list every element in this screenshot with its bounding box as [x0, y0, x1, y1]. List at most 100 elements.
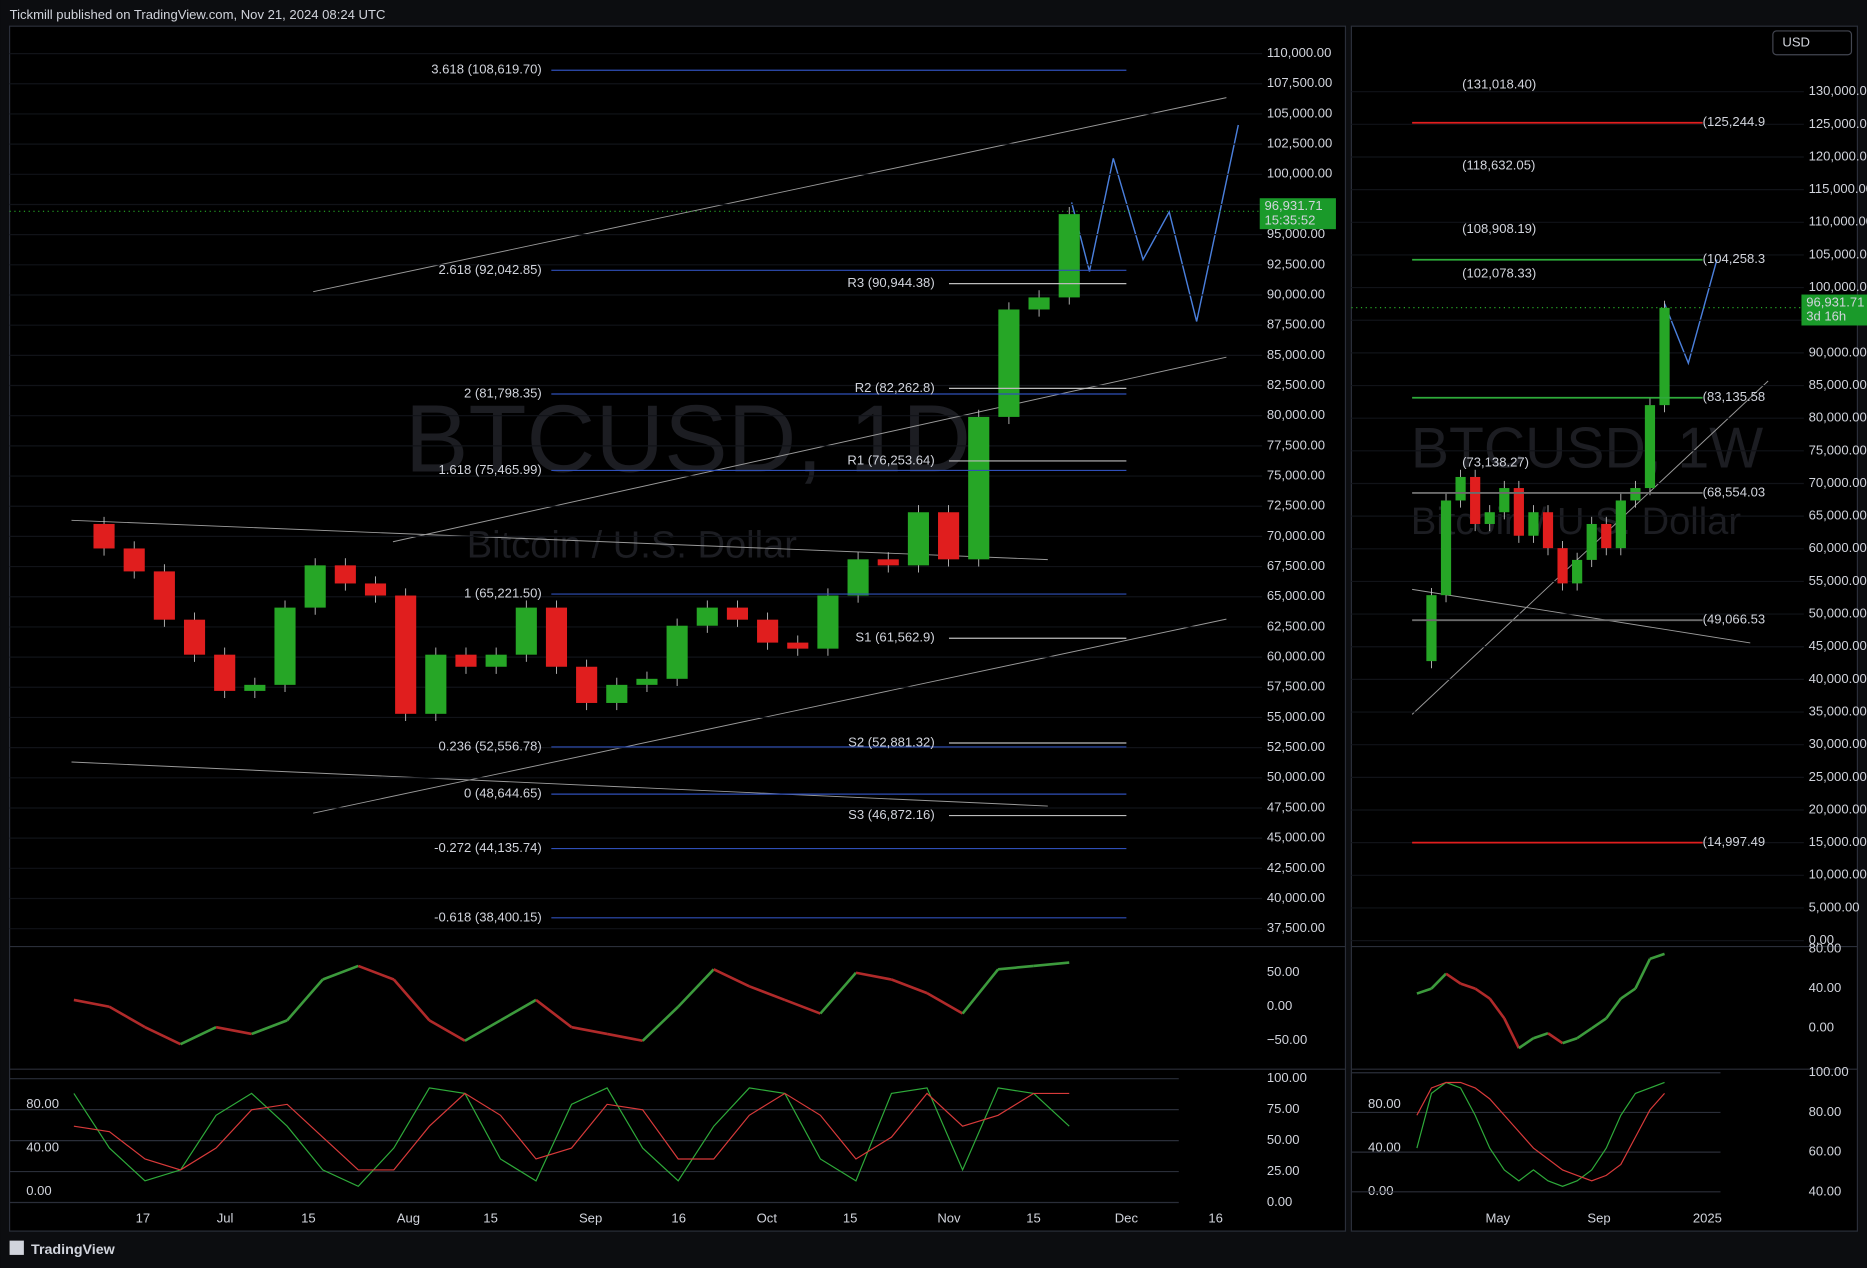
- y-tick-label: 110,000.00: [1809, 214, 1867, 229]
- candle: [817, 595, 839, 649]
- logo: [9, 1240, 24, 1255]
- osc-segment: [855, 971, 892, 981]
- level-label: (83,135.58: [1703, 389, 1766, 404]
- osc-segment: [73, 998, 110, 1009]
- osc-segment: [961, 968, 1000, 1015]
- watermark-description: Bitcoin / U.S. Dollar: [467, 525, 797, 567]
- candle: [938, 512, 960, 560]
- candle: [1557, 548, 1568, 584]
- projection: [1070, 124, 1239, 322]
- x-tick-label: 16: [1208, 1211, 1223, 1226]
- candle: [1572, 559, 1583, 584]
- level-label: (102,078.33): [1462, 265, 1536, 280]
- last-price-tag: [1259, 198, 1336, 230]
- x-tick-label: Aug: [397, 1211, 420, 1226]
- y-tick-label: 115,000.00: [1809, 181, 1867, 196]
- candle: [515, 607, 537, 655]
- osc-segment: [1416, 987, 1432, 995]
- countdown: 3d 16h: [1806, 309, 1846, 324]
- osc-tick-label: 50.00: [1267, 964, 1300, 979]
- osc-segment: [357, 964, 395, 981]
- x-tick-label: Sep: [1587, 1211, 1610, 1226]
- osc-segment: [535, 998, 573, 1029]
- candle: [304, 565, 326, 608]
- osc-segment: [215, 1025, 252, 1036]
- candle: [576, 666, 598, 703]
- level-label: (125,244.9: [1703, 114, 1766, 129]
- candle: [757, 619, 779, 643]
- osc-segment: [1533, 1032, 1549, 1040]
- osc-segment: [428, 1019, 466, 1042]
- osc-segment: [1547, 1032, 1564, 1045]
- osc-segment: [392, 978, 431, 1022]
- osc-tick-label: −50.00: [1267, 1032, 1307, 1047]
- candle: [1615, 500, 1626, 549]
- osc-segment: [713, 968, 750, 988]
- stoch-tick-label-right: 40.00: [1809, 1183, 1842, 1198]
- osc-segment: [926, 992, 964, 1015]
- osc-segment: [1033, 961, 1070, 968]
- y-tick-label: 35,000.00: [1809, 703, 1867, 718]
- y-tick-label: 85,000.00: [1809, 377, 1867, 392]
- pivot-label: R2 (82,262.8): [855, 380, 935, 395]
- x-tick-label: 17: [136, 1211, 151, 1226]
- fib-label: 0 (48,644.65): [464, 786, 542, 801]
- candle: [666, 625, 688, 679]
- y-tick-label: 107,500.00: [1267, 75, 1332, 90]
- osc-tick-label: 0.00: [1809, 1020, 1834, 1035]
- candle: [1542, 512, 1554, 549]
- stoch-tick-label: 80.00: [26, 1096, 59, 1111]
- level-label: (131,018.40): [1462, 76, 1536, 91]
- candle: [1644, 405, 1656, 489]
- level-label: (108,908.19): [1462, 221, 1536, 236]
- y-tick-label: 30,000.00: [1809, 736, 1867, 751]
- osc-segment: [1518, 1037, 1535, 1050]
- y-tick-label: 50,000.00: [1809, 606, 1867, 621]
- candle: [847, 559, 869, 596]
- osc-tick-label: 0.00: [1267, 998, 1292, 1013]
- candle: [907, 512, 929, 566]
- candle: [274, 607, 296, 685]
- y-tick-label: 80,000.00: [1267, 407, 1325, 422]
- y-tick-label: 47,500.00: [1267, 799, 1325, 814]
- last-price-label: 96,931.71: [1264, 198, 1322, 213]
- candle: [1601, 523, 1612, 549]
- osc-segment: [251, 1019, 288, 1036]
- level-label: (104,258.3: [1703, 251, 1766, 266]
- stoch-tick-label-right: 80.00: [1809, 1104, 1842, 1119]
- fib-label: 2.618 (92,042.85): [439, 262, 542, 277]
- x-tick-label: Jul: [217, 1211, 234, 1226]
- last-price-label: 96,931.71: [1806, 294, 1864, 309]
- candle: [425, 654, 447, 714]
- candle: [1470, 476, 1481, 524]
- pivot-label: R3 (90,944.38): [847, 275, 934, 290]
- candle: [1484, 512, 1495, 524]
- last-price-tag: [1801, 294, 1867, 326]
- stoch-tick-label-right: 100.00: [1267, 1070, 1307, 1085]
- candle: [1028, 297, 1050, 310]
- y-tick-label: 42,500.00: [1267, 860, 1325, 875]
- candle: [455, 654, 477, 667]
- candle: [696, 607, 718, 626]
- osc-segment: [108, 1005, 146, 1029]
- y-tick-label: 65,000.00: [1809, 508, 1867, 523]
- y-tick-label: 75,000.00: [1809, 442, 1867, 457]
- osc-segment: [1562, 1036, 1578, 1045]
- osc-segment: [1460, 982, 1476, 990]
- osc-segment: [606, 1032, 643, 1043]
- candle: [1528, 512, 1539, 536]
- currency-button[interactable]: [1772, 30, 1853, 56]
- osc-segment: [499, 998, 537, 1022]
- candle: [153, 571, 175, 620]
- y-tick-label: 80,000.00: [1809, 410, 1867, 425]
- candle: [183, 619, 206, 655]
- y-tick-label: 120,000.00: [1809, 148, 1867, 163]
- osc-tick-label: 80.00: [1809, 940, 1842, 955]
- currency-label[interactable]: USD: [1782, 34, 1810, 49]
- candle: [787, 642, 809, 649]
- y-tick-label: 130,000.00: [1809, 83, 1867, 98]
- candle: [334, 565, 356, 584]
- y-tick-label: 90,000.00: [1267, 286, 1325, 301]
- osc-segment: [1474, 987, 1491, 1000]
